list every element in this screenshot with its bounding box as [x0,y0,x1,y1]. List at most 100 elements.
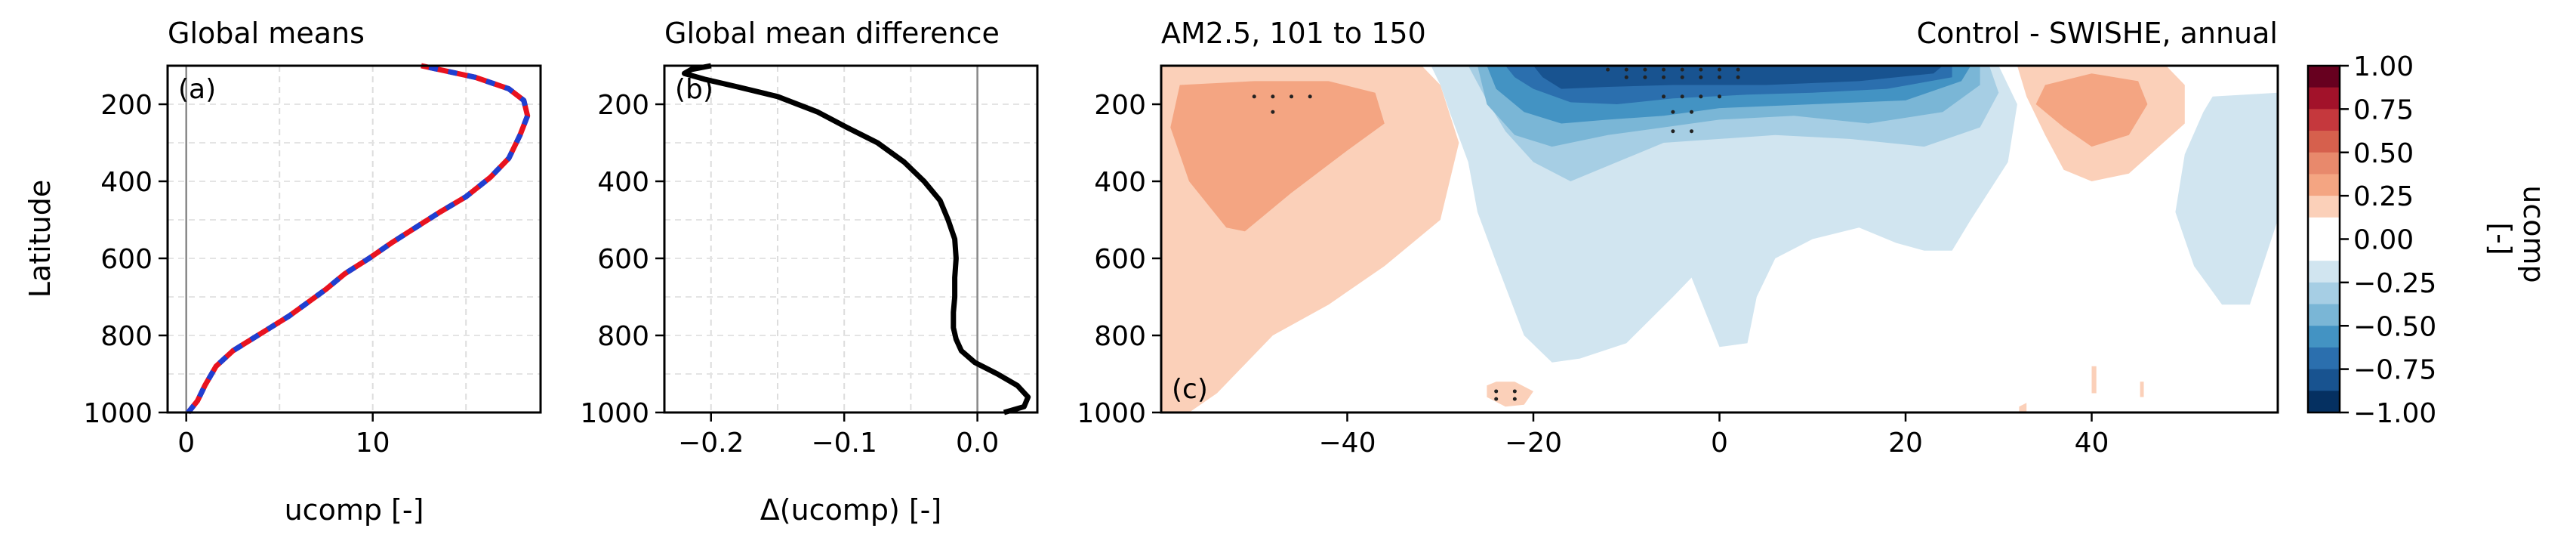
panel-a-xtick-label: 10 [356,428,390,459]
significance-dot [1662,94,1666,99]
panel-c-ytick-label: 1000 [1077,398,1146,429]
colorbar-tick-label: 0.25 [2353,181,2414,212]
colorbar-level-10 [2308,304,2340,326]
significance-dot [1699,67,1703,72]
significance-dot [1271,94,1275,99]
panel-b-ticks: −0.2 −0.1 0.0 200 400 600 800 1000 [580,90,999,459]
panel-a-ytick-label: 1000 [83,398,153,429]
colorbar-tick-label: 1.00 [2353,51,2414,82]
colorbar-level-13 [2308,369,2340,391]
panel-c-xtick-label: 0 [1711,428,1728,459]
significance-dot [1736,75,1740,79]
contour-region-1 [1170,81,1385,232]
significance-dot [1494,389,1499,394]
panel-c-title-right: Control - SWISHE, annual [1917,17,2278,50]
panel-b-xlabel: Δ(ucomp) [-] [760,493,941,527]
panel-c-xtick-label: 20 [1888,428,1923,459]
panel-c-contours [1161,66,2278,412]
contour-region-12 [2019,403,2027,412]
colorbar-level-7 [2308,217,2340,261]
colorbar-level-1 [2308,87,2340,110]
significance-dot [1512,397,1517,401]
panel-a-ylabel: Latitude [23,180,57,298]
panel-a-ticks: 0 10 200 400 600 800 1000 [83,90,390,459]
significance-dot [1671,129,1675,134]
panel-b-xtick-label: −0.2 [678,428,744,459]
panel-b-series-line-0 [682,63,1031,416]
panel-a-ytick-label: 400 [100,167,153,198]
significance-dot [1680,67,1684,72]
panel-c-xtick-label: 40 [2075,428,2109,459]
colorbar-level-4 [2308,152,2340,175]
colorbar-label: ucomp [-] [2484,185,2550,292]
significance-dot [1690,110,1694,114]
panel-c-title: AM2.5, 101 to 150 [1161,17,1426,50]
significance-dot [1718,67,1721,72]
panel-b-ytick-label: 800 [597,321,649,352]
significance-dot [1643,67,1647,72]
significance-dot [1718,94,1721,99]
colorbar-level-2 [2308,109,2340,131]
significance-dot [1252,94,1256,99]
significance-dot [1624,75,1628,79]
colorbar-level-9 [2308,282,2340,305]
colorbar-tick-label: 0.75 [2353,94,2414,125]
significance-dot [1690,129,1694,134]
significance-dot [1699,75,1703,79]
significance-dot [1290,94,1294,99]
significance-dot [1624,67,1628,72]
panel-c-ytick-label: 200 [1094,90,1146,121]
panel-a-frame [166,64,542,414]
panel-a-xlabel: ucomp [-] [285,493,424,527]
colorbar-label-line-1: ucomp [2517,185,2550,283]
colorbar-label-line-2: [-] [2484,222,2517,255]
panel-b-series [682,63,1031,416]
colorbar-tick-label: 0.50 [2353,138,2414,169]
significance-dot [1662,75,1666,79]
colorbar-tick-label: −0.75 [2353,355,2436,386]
panel-a-ytick-label: 600 [100,244,153,275]
significance-dot [1606,67,1610,72]
panel-a-series-line-1 [186,63,531,415]
colorbar-tick-label: −0.50 [2353,311,2436,342]
panel-c-ytick-label: 400 [1094,167,1146,198]
panel-a-ytick-label: 800 [100,321,153,352]
colorbar-tick-label: −1.00 [2353,398,2436,429]
significance-dot [1736,67,1740,72]
contour-region-2 [1487,382,1533,407]
panel-a-series-line-0 [186,63,531,415]
colorbar-level-11 [2308,326,2340,348]
colorbar-level-0 [2308,66,2340,88]
contour-region-10 [2035,73,2148,147]
panel-c-xtick-label: −20 [1505,428,1562,459]
colorbar: 1.00 0.75 0.50 0.25 0.00 −0.25 −0.50 −0.75 −1.00 [2306,51,2436,429]
panel-b-grid [664,65,1037,413]
contour-region-11 [2175,92,2278,305]
panel-b-ytick-label: 1000 [580,398,649,429]
panel-c-ytick-label: 600 [1094,244,1146,275]
colorbar-level-5 [2308,174,2340,196]
colorbar-level-8 [2308,261,2340,283]
contour-region-13 [2091,366,2097,394]
significance-dot [1662,67,1666,72]
panel-a-series [186,63,531,415]
colorbar-level-12 [2308,347,2340,370]
panel-b-xtick-label: −0.1 [811,428,877,459]
panel-b-frame [663,64,1039,414]
panel-b-ytick-label: 200 [597,90,649,121]
panel-b-label: (b) [675,74,713,105]
significance-dot [1680,94,1684,99]
panel-b-title: Global mean difference [664,17,1000,50]
panel-c-ticks: −40 −20 0 20 40 200 400 600 800 1000 [1077,90,2109,459]
colorbar-level-3 [2308,131,2340,153]
panel-b-ytick-label: 400 [597,167,649,198]
significance-dot [1671,110,1675,114]
significance-dot [1643,75,1647,79]
panel-a-label: (a) [178,74,216,105]
significance-dot [1271,110,1275,114]
colorbar-tick-label: 0.00 [2353,225,2414,256]
panel-b-ytick-label: 600 [597,244,649,275]
panel-c-label: (c) [1172,374,1208,405]
panel-a-title: Global means [168,17,365,50]
